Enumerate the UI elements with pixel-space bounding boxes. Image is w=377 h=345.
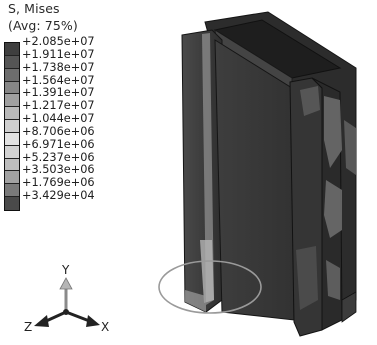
y-axis-label: Y <box>62 263 70 277</box>
legend-swatch <box>5 158 19 172</box>
highlight-circle <box>158 260 262 314</box>
legend-swatch <box>5 55 19 69</box>
stress-patch-5 <box>300 86 320 116</box>
legend-swatch <box>5 197 19 210</box>
z-axis-arrow <box>34 315 49 327</box>
legend-value: +1.391e+07 <box>22 86 95 100</box>
legend-swatch <box>5 94 19 108</box>
legend-value: +3.503e+06 <box>22 163 95 177</box>
legend-averaging: (Avg: 75%) <box>8 18 78 33</box>
legend-swatch <box>5 107 19 121</box>
legend-swatch <box>5 171 19 185</box>
legend-swatch <box>5 120 19 133</box>
legend-value: +1.044e+07 <box>22 112 95 126</box>
stress-legend: S, Mises (Avg: 75%) +2.085e+07 +1.911e+07… <box>0 0 140 230</box>
stress-patch-4 <box>326 260 340 300</box>
web-plate <box>214 39 295 321</box>
stress-patch-6 <box>296 246 318 310</box>
stress-patch-1 <box>324 96 342 168</box>
legend-value: +1.911e+07 <box>22 47 95 61</box>
flange-edge-stress <box>202 33 214 305</box>
legend-swatch <box>5 184 19 198</box>
legend-title: S, Mises <box>8 1 60 16</box>
legend-value: +1.738e+07 <box>22 60 95 74</box>
legend-value: +1.564e+07 <box>22 73 95 87</box>
triad-origin <box>63 309 69 315</box>
x-axis-arrow <box>86 315 100 327</box>
back-lower-edge <box>341 291 357 323</box>
legend-value: +6.971e+06 <box>22 137 95 151</box>
legend-swatch <box>5 81 19 95</box>
legend-value: +2.085e+07 <box>22 35 95 48</box>
stress-patch-3 <box>344 120 356 175</box>
legend-color-bar <box>4 42 20 211</box>
legend-swatch <box>5 132 19 146</box>
stress-patch-2 <box>324 180 342 238</box>
legend-values: +2.085e+07 +1.911e+07 +1.738e+07 +1.564e+07… <box>22 35 95 203</box>
legend-value: +5.237e+06 <box>22 150 95 164</box>
z-axis-label: Z <box>24 320 33 334</box>
base-stress <box>185 290 206 312</box>
column-model <box>181 11 357 337</box>
flange-base-stress <box>200 240 214 303</box>
y-axis-arrow <box>59 277 73 290</box>
legend-swatch <box>5 68 19 82</box>
legend-value: +8.706e+06 <box>22 124 95 138</box>
coordinate-triad <box>34 277 100 327</box>
legend-swatch <box>5 145 19 159</box>
legend-value: +1.769e+06 <box>22 176 95 190</box>
legend-swatch <box>5 43 19 56</box>
x-axis-label: X <box>101 320 110 334</box>
legend-value: +1.217e+07 <box>22 99 95 113</box>
legend-value: +3.429e+04 <box>22 189 95 203</box>
